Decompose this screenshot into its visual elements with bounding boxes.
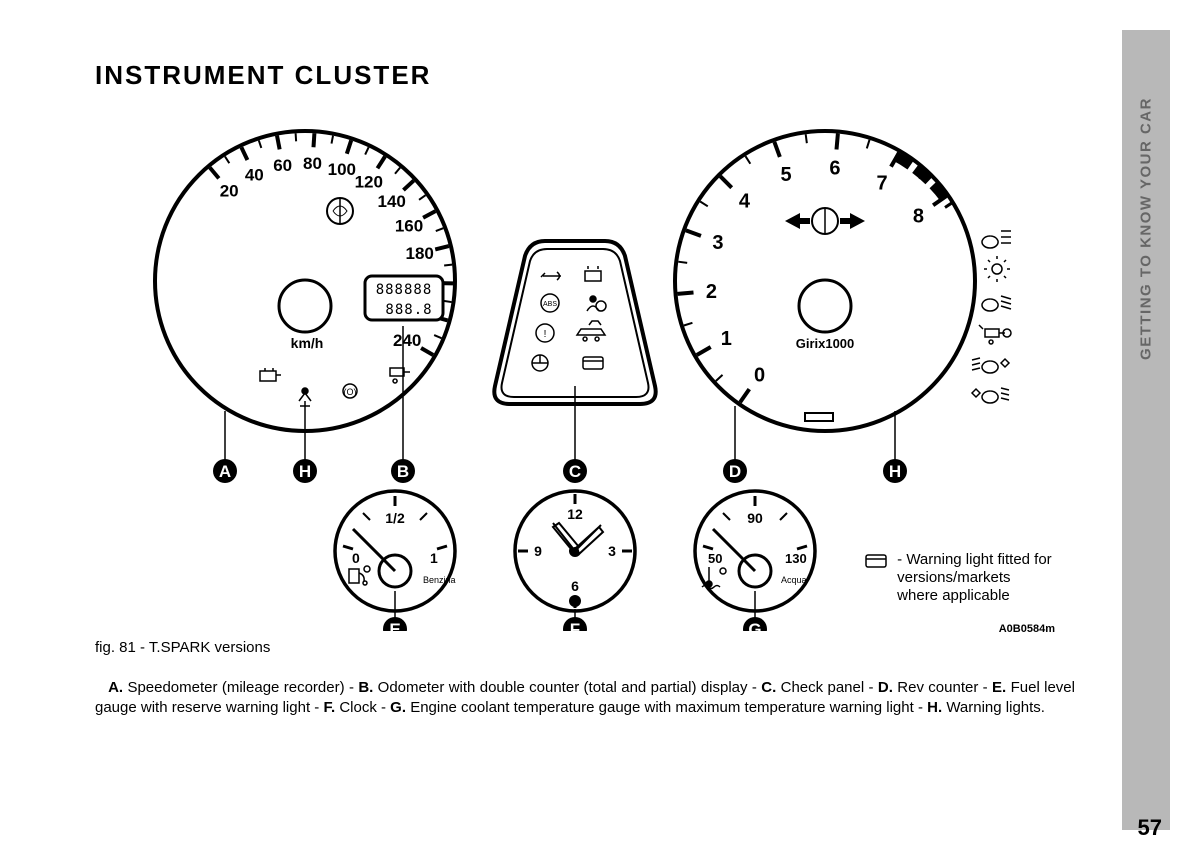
- svg-text:ABS: ABS: [543, 301, 557, 308]
- svg-text:C: C: [569, 462, 581, 481]
- odometer-display: 888888 888.8: [365, 276, 443, 320]
- right-warning-icons: [972, 231, 1011, 403]
- svg-text:7: 7: [876, 172, 887, 194]
- figure-caption: fig. 81 - T.SPARK versions: [95, 639, 1075, 656]
- svg-text:D: D: [729, 462, 741, 481]
- speedo-unit: km/h: [291, 335, 324, 351]
- svg-text:180: 180: [405, 244, 433, 263]
- svg-text:2: 2: [706, 281, 717, 303]
- check-panel: ABS !: [494, 241, 655, 404]
- svg-text:0: 0: [352, 550, 360, 566]
- svg-text:1: 1: [430, 550, 438, 566]
- svg-text:12: 12: [567, 506, 583, 522]
- svg-text:3: 3: [712, 232, 723, 254]
- clock-gauge: 12 3 6 9: [515, 491, 635, 611]
- page-title: INSTRUMENT CLUSTER: [95, 60, 1075, 91]
- svg-text:Benzina: Benzina: [423, 575, 456, 585]
- svg-text:G: G: [748, 620, 761, 631]
- svg-text:240: 240: [393, 331, 421, 350]
- svg-text:80: 80: [303, 154, 322, 173]
- callout-labels-top: A H B C D H: [213, 459, 907, 483]
- svg-text:50: 50: [708, 551, 722, 566]
- svg-text:H: H: [299, 462, 311, 481]
- svg-text:A: A: [219, 462, 231, 481]
- speedometer-gauge: 20406080100120140160180200220240 km/h 88…: [155, 131, 455, 431]
- svg-text:(O): (O): [344, 387, 357, 397]
- svg-text:1: 1: [721, 328, 732, 350]
- callout-labels-bottom: E F G: [383, 617, 767, 631]
- image-code: A0B0584m: [999, 623, 1055, 635]
- svg-text:90: 90: [747, 510, 763, 526]
- svg-text:E: E: [389, 620, 400, 631]
- svg-text:B: B: [397, 462, 409, 481]
- instrument-diagram: 20406080100120140160180200220240 km/h 88…: [95, 111, 1055, 631]
- svg-text:0: 0: [754, 364, 765, 386]
- svg-text:5: 5: [780, 164, 791, 186]
- tachometer-gauge: 01 2 34 5 6 7 8 Girix1000: [675, 131, 975, 431]
- svg-text:160: 160: [395, 216, 423, 235]
- svg-text:40: 40: [245, 165, 264, 184]
- page-content: INSTRUMENT CLUSTER 204060801001201401601…: [95, 60, 1075, 800]
- svg-text:20: 20: [220, 182, 239, 201]
- svg-text:F: F: [570, 620, 580, 631]
- svg-text:888.8: 888.8: [385, 302, 432, 318]
- svg-text:1/2: 1/2: [385, 510, 405, 526]
- card-icon: [865, 554, 887, 568]
- right-turn-icon: [840, 213, 865, 229]
- speedo-warning-icons: (O): [260, 368, 410, 406]
- svg-text:130: 130: [785, 551, 807, 566]
- svg-text:6: 6: [829, 157, 840, 179]
- svg-text:4: 4: [739, 190, 751, 212]
- svg-text:100: 100: [328, 160, 356, 179]
- svg-text:8: 8: [913, 206, 924, 228]
- footnote: - Warning light fitted for versions/mark…: [865, 551, 1055, 605]
- tach-unit: Girix1000: [796, 336, 855, 351]
- svg-text:H: H: [889, 462, 901, 481]
- svg-text:120: 120: [355, 173, 383, 192]
- svg-text:9: 9: [534, 543, 542, 559]
- page-number: 57: [1138, 815, 1162, 841]
- svg-text:!: !: [544, 329, 547, 340]
- left-turn-icon: [785, 213, 810, 229]
- footnote-text: - Warning light fitted for versions/mark…: [897, 551, 1052, 605]
- svg-text:6: 6: [571, 578, 579, 594]
- svg-text:140: 140: [377, 192, 405, 211]
- sidebar: GETTING TO KNOW YOUR CAR: [1122, 30, 1170, 830]
- svg-text:Acqua: Acqua: [781, 575, 807, 585]
- svg-text:3: 3: [608, 543, 616, 559]
- sidebar-title: GETTING TO KNOW YOUR CAR: [1138, 97, 1155, 360]
- legend-text: A. Speedometer (mileage recorder) - B. O…: [95, 678, 1075, 719]
- svg-text:888888: 888888: [376, 282, 433, 298]
- svg-text:60: 60: [273, 156, 292, 175]
